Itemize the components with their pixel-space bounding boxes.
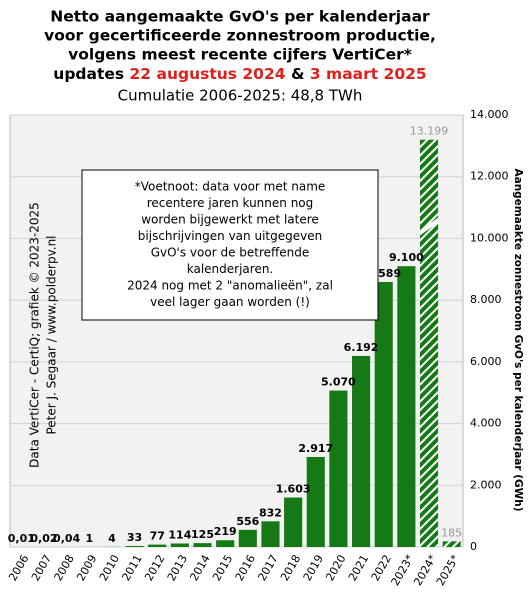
chart-title: voor gecertificeerde zonnestroom product… (44, 27, 436, 45)
footnote-box (81, 169, 379, 321)
title-part: & (286, 65, 310, 83)
x-tick-label: 2019 (301, 553, 326, 584)
bar (306, 456, 325, 547)
y-tick-label: 0 (470, 540, 477, 553)
value-label: 77 (150, 530, 165, 543)
value-label: 33 (127, 531, 142, 544)
footnote: GvO's voor de betreffende (151, 246, 310, 260)
bar (216, 540, 235, 547)
bar (397, 266, 416, 547)
x-tick-label: 2020 (323, 553, 348, 584)
y-tick-label: 12.000 (470, 170, 509, 183)
title-part: 3 maart 2025 (310, 65, 427, 83)
value-label: 5.070 (321, 376, 356, 389)
chart-title: Netto aangemaakte GvO's per kalenderjaar (50, 8, 430, 26)
chart-title-updates: updates 22 augustus 2024 & 3 maart 2025 (53, 65, 426, 83)
source-note: Peter J. Segaar / www.polderpv.nl (45, 235, 59, 434)
y-tick-label: 2.000 (470, 478, 502, 491)
y-tick-label: 14.000 (470, 108, 509, 121)
axis-break (418, 217, 440, 236)
x-tick-label: 2013 (165, 553, 190, 584)
x-tick-label: 2015 (210, 553, 235, 584)
value-label: 2.917 (298, 442, 333, 455)
footnote: bijschrijvingen van uitgegeven (138, 229, 322, 243)
value-label: 6.192 (344, 341, 379, 354)
bar (170, 543, 189, 547)
value-label: 185 (441, 526, 462, 539)
bar (125, 545, 144, 547)
x-tick-label: 2021 (346, 553, 371, 584)
x-tick-label: 2010 (97, 553, 122, 584)
x-tick-label: 2018 (278, 553, 303, 584)
x-tick-label: 2009 (74, 553, 99, 584)
bar (442, 541, 461, 547)
footnote: recentere jaren kunnen nog (147, 196, 314, 210)
value-label: 4 (108, 532, 116, 545)
bar (148, 544, 167, 547)
y-tick-label: 8.000 (470, 293, 502, 306)
x-tick-label: 2012 (142, 553, 167, 584)
x-tick-label: 2006 (6, 553, 31, 584)
value-label: 832 (259, 506, 282, 519)
title-part: 22 augustus 2024 (130, 65, 286, 83)
footnote: veel lager gaan worden (!) (150, 295, 310, 309)
value-label: 219 (214, 525, 237, 538)
bar (238, 529, 257, 547)
value-label: 125 (191, 528, 214, 541)
y-tick-label: 4.000 (470, 417, 502, 430)
bar (419, 139, 439, 548)
bar (374, 281, 393, 547)
bar (284, 497, 303, 547)
chart-subtitle: Cumulatie 2006-2025: 48,8 TWh (118, 87, 363, 105)
x-tick-label: 2014 (187, 553, 212, 584)
footnote: worden bijgewerkt met latere (141, 213, 319, 227)
x-tick-label: 2008 (52, 553, 77, 584)
bar (329, 390, 348, 547)
x-tick-label: 2007 (29, 553, 54, 584)
footnote: 2024 nog met 2 "anomalieën", zal (127, 279, 333, 293)
bar (261, 521, 280, 547)
value-label: 0,04 (53, 532, 80, 545)
value-label: 1.603 (276, 483, 311, 496)
footnote: kalenderjaren. (187, 262, 274, 276)
value-label: 9.100 (389, 251, 424, 264)
value-label: 0,01 (8, 532, 35, 545)
x-tick-label: 2017 (255, 553, 280, 584)
footnote: *Voetnoot: data voor met name (135, 180, 326, 194)
x-tick-label: 2016 (233, 553, 258, 584)
bar (352, 355, 371, 547)
chart-title: volgens meest recente cijfers VertiCer* (68, 46, 412, 64)
y-tick-label: 10.000 (470, 231, 509, 244)
value-label: 556 (236, 515, 259, 528)
value-label: 114 (168, 528, 191, 541)
x-tick-label: 2011 (120, 553, 145, 584)
x-tick-label: 2025* (434, 552, 462, 588)
bar (193, 543, 212, 547)
value-label: 0,02 (30, 532, 57, 545)
value-label: 1 (85, 532, 93, 545)
title-part: updates (53, 65, 129, 83)
source-note: Data VertiCer - CertiQ; grafiek © 2023-2… (28, 202, 42, 468)
y-axis-label: Aangemaakte zonnestroom GvO's per kalend… (512, 168, 524, 511)
value-label: 13.199 (410, 125, 449, 138)
y-tick-label: 6.000 (470, 355, 502, 368)
